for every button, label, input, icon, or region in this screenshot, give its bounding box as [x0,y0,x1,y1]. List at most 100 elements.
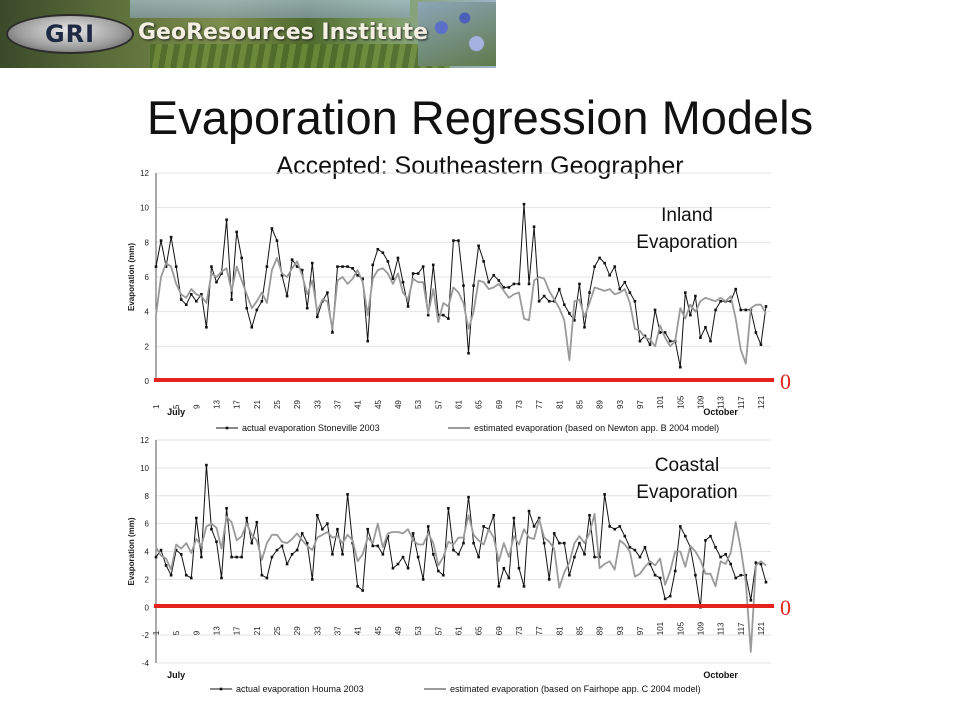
data-point [436,569,440,573]
slide-title: Evaporation Regression Models [146,91,814,144]
data-point [522,202,526,206]
data-point [724,552,727,556]
inland-annotation: Inland Evaporation [612,202,762,256]
x-tick-label: 101 [656,621,665,635]
data-point [270,555,274,559]
data-point [593,265,596,268]
data-point [321,527,324,531]
x-tick-label: 85 [575,400,584,409]
x-tick-label: 9 [192,630,201,635]
data-point [694,573,697,577]
data-point [744,308,748,312]
data-point [608,525,611,528]
x-tick-label: 89 [596,626,605,635]
data-point [366,527,370,531]
data-point [734,287,738,291]
x-tick-label: 77 [535,626,544,635]
data-point [583,552,586,556]
data-point [159,239,163,242]
data-point [184,573,188,577]
data-point [557,541,561,545]
banner-field-image [150,44,450,68]
data-point [159,548,163,552]
banner-sky [130,0,410,18]
data-point [557,287,561,291]
data-point [164,265,168,268]
data-point [391,566,395,570]
data-point [532,225,536,229]
data-point [537,299,541,303]
data-point [240,555,243,559]
legend-marker [225,426,229,430]
x-tick-label: 9 [192,404,201,409]
data-point [336,265,339,268]
data-point [739,308,743,312]
data-point [164,564,168,567]
data-point [189,576,193,580]
data-point [628,546,632,549]
legend-label: actual evaporation Houma 2003 [236,684,364,694]
legend-label: estimated evaporation (based on Newton a… [474,423,719,433]
month-label: October [703,407,738,417]
y-tick-label: 8 [145,492,150,501]
data-point [285,294,289,298]
data-point [694,294,697,298]
y-axis-label: Evaporation (mm) [127,517,136,585]
legend-label: actual evaporation Stoneville 2003 [242,423,380,433]
data-point [492,513,496,517]
x-tick-label: 113 [717,396,726,409]
x-tick-label: 21 [253,400,262,409]
data-point [764,580,768,584]
data-point [462,284,465,287]
data-point [351,267,354,270]
month-label: October [703,670,738,680]
y-tick-label: 2 [145,342,150,351]
inland-evaporation-chart: 0 2 4 6 8 10 12 Evaporation (mm) 1 5 9 13 17 21 25 29 33… [127,169,771,433]
data-point [487,280,491,284]
data-point [684,291,687,294]
legend-marker [219,687,223,691]
y-tick-label: 0 [145,377,150,386]
data-point [346,493,349,496]
x-tick-label: 1 [152,630,161,635]
data-point [593,555,596,559]
x-tick-label: 65 [475,400,484,409]
data-point [477,555,480,559]
data-point [699,336,702,339]
x-tick-label: 73 [515,626,524,635]
data-point [517,566,521,570]
x-tick-label: 37 [333,400,342,409]
data-point [502,286,506,289]
data-point [416,272,420,275]
data-point [255,308,259,312]
data-point [305,306,309,310]
data-point [260,299,264,303]
x-tick-label: 81 [555,626,564,635]
inland-annotation-line2: Evaporation [636,232,738,253]
data-point [346,265,349,268]
actual-series [154,463,768,609]
data-point [618,287,622,291]
data-point [265,576,269,580]
data-point [381,251,385,255]
data-point [442,313,445,317]
data-point [310,261,314,265]
data-point [578,282,581,286]
legend-item-estimated: estimated evaporation (based on Fairhope… [424,684,701,694]
coastal-annotation-line1: Coastal [654,455,720,476]
data-point [547,578,551,581]
y-tick-label: -4 [142,659,150,668]
data-point [447,317,450,320]
x-tick-label: 25 [273,626,282,635]
x-tick-label: 53 [414,400,423,409]
data-point [542,541,546,545]
data-point [356,585,359,588]
data-point [709,534,712,538]
data-point [169,573,173,577]
data-point [628,291,632,294]
data-point [764,305,768,308]
data-point [215,540,218,544]
data-point [416,555,420,559]
header-banner: GRI GeoResources Institute [0,0,496,68]
data-point [230,298,233,301]
